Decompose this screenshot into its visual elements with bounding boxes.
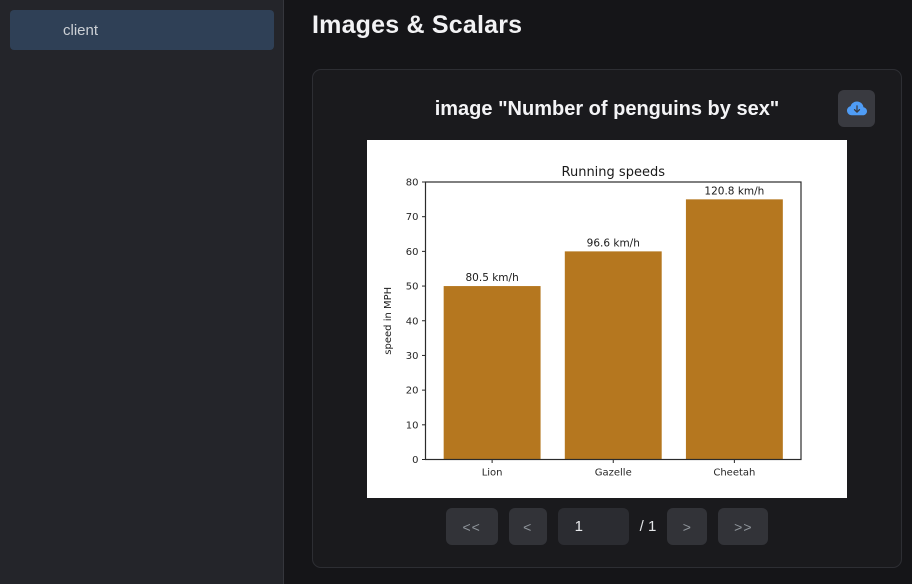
sidebar: client <box>0 0 284 584</box>
y-tick-label: 50 <box>406 282 419 293</box>
x-tick-label: Cheetah <box>713 468 755 479</box>
x-tick-label: Gazelle <box>595 468 632 479</box>
card-title: image "Number of penguins by sex" <box>434 98 780 120</box>
x-tick-label: Lion <box>482 468 503 479</box>
first-page-button[interactable]: << <box>445 508 498 545</box>
y-tick-label: 20 <box>406 386 419 397</box>
chart-ylabel: speed in MPH <box>383 287 394 355</box>
prev-page-button[interactable]: < <box>508 508 547 545</box>
card-header: image "Number of penguins by sex" <box>313 70 901 127</box>
y-tick-label: 40 <box>406 316 419 327</box>
plot-border <box>424 181 802 461</box>
page-number-input[interactable] <box>557 508 629 545</box>
y-tick-label: 30 <box>406 351 419 362</box>
pagination: << < / 1 > >> <box>313 508 901 545</box>
download-button[interactable] <box>838 90 875 127</box>
main-panel: Images & Scalars image "Number of pengui… <box>285 0 912 584</box>
y-tick-label: 70 <box>406 212 419 223</box>
page-total-label: / 1 <box>639 518 657 535</box>
chart-image: Running speeds speed in MPH 0 10 20 30 40 50 60 7… <box>367 140 847 498</box>
last-page-button[interactable]: >> <box>718 508 769 545</box>
cloud-download-icon <box>846 101 867 115</box>
chart-bar-label: 96.6 km/h <box>587 237 640 249</box>
y-tick-label: 0 <box>412 455 418 466</box>
sidebar-item-client[interactable]: client <box>10 10 274 50</box>
chart-title: Running speeds <box>562 165 666 180</box>
image-card: image "Number of penguins by sex" Runnin… <box>312 69 902 568</box>
chart-bar <box>685 199 783 460</box>
y-tick-label: 60 <box>406 247 419 258</box>
cloud-download-icon-path <box>846 101 867 115</box>
page-title: Images & Scalars <box>312 11 523 39</box>
next-page-button[interactable]: > <box>667 508 708 545</box>
chart-bar <box>443 286 541 460</box>
y-tick-label: 10 <box>406 420 419 431</box>
bar-chart: Running speeds speed in MPH 0 10 20 30 40 50 60 7… <box>367 140 847 498</box>
chart-bar-label: 80.5 km/h <box>466 272 519 284</box>
chart-bar-label: 120.8 km/h <box>704 185 764 197</box>
y-tick-label: 80 <box>406 178 419 189</box>
sidebar-item-label: client <box>63 21 99 39</box>
chart-bar <box>564 251 662 460</box>
